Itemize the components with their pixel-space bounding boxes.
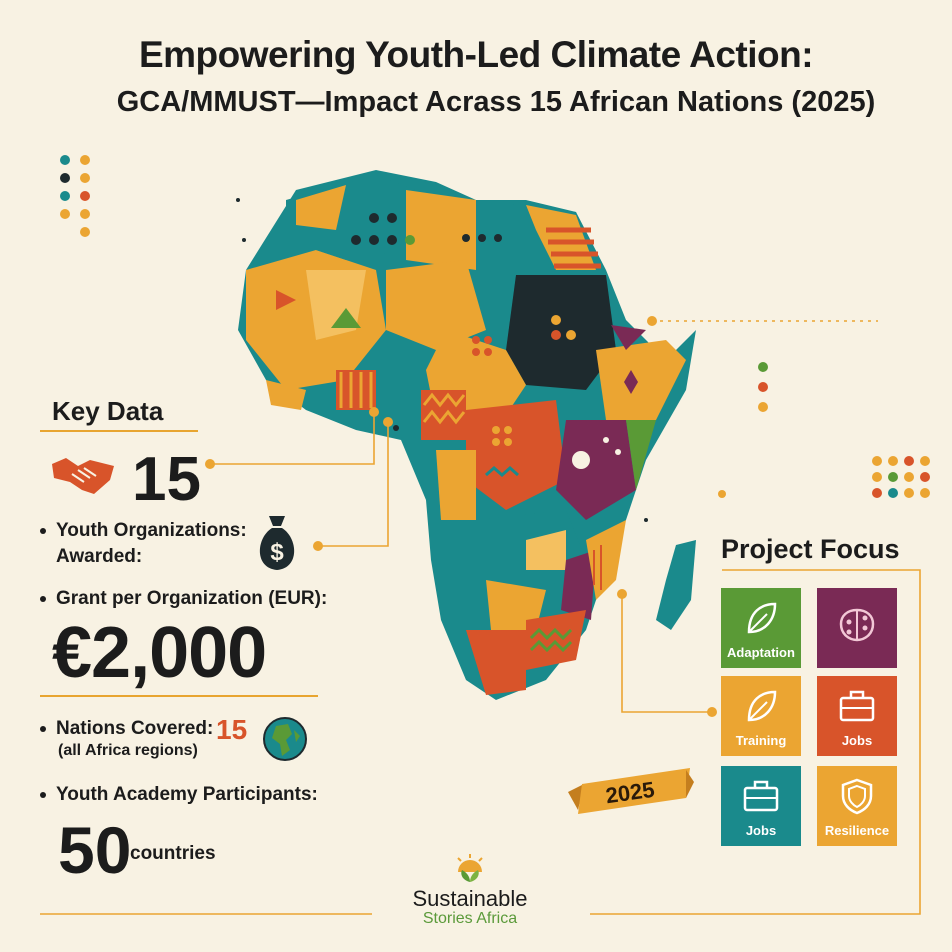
nations-sub: (all Africa regions) bbox=[58, 742, 198, 759]
brain-icon bbox=[839, 608, 875, 642]
page-subtitle: GCA/MMUST—Impact Acrass 15 African Natio… bbox=[116, 86, 876, 118]
grant-bullet: Grant per Organization (EUR): bbox=[40, 588, 327, 610]
focus-tile-jobs-2: Jobs bbox=[721, 766, 801, 846]
focus-tile-adaptation: Adaptation bbox=[721, 588, 801, 668]
youth-orgs-bullet: Youth Organizations: bbox=[40, 520, 247, 542]
page-title: Empowering Youth-Led Climate Action: bbox=[138, 34, 814, 75]
youth-orgs-count: 15 bbox=[132, 445, 201, 514]
decorative-dots-grid bbox=[872, 456, 936, 510]
academy-count: 50 bbox=[58, 813, 132, 887]
academy-bullet: Youth Academy Participants: bbox=[40, 784, 318, 806]
youth-orgs-label: Youth Organizations: bbox=[56, 520, 247, 541]
project-focus-heading: Project Focus bbox=[721, 534, 900, 564]
key-data-rule bbox=[40, 430, 198, 432]
focus-tile-label: Jobs bbox=[841, 733, 873, 748]
focus-tile-label: Adaptation bbox=[727, 645, 795, 660]
grant-rule bbox=[40, 695, 318, 697]
academy-label: Youth Academy Participants: bbox=[56, 784, 318, 805]
decorative-dots-right bbox=[758, 362, 772, 416]
grant-label: Grant per Organization (EUR): bbox=[56, 588, 328, 609]
year-ribbon: 2025 bbox=[568, 768, 694, 814]
logo: Sustainable Stories Africa bbox=[370, 852, 570, 932]
logo-line2: Stories Africa bbox=[422, 910, 518, 927]
logo-line1: Sustainable bbox=[412, 886, 528, 911]
key-data-heading: Key Data bbox=[52, 396, 164, 426]
focus-tile-resilience: Resilience bbox=[817, 766, 897, 846]
focus-tile-label: Resilience bbox=[824, 823, 890, 838]
money-bag-icon: $ bbox=[259, 516, 295, 570]
leaf-icon bbox=[747, 602, 777, 634]
focus-tile-training: Training bbox=[721, 676, 801, 756]
briefcase-icon bbox=[743, 780, 779, 812]
globe-icon bbox=[263, 717, 307, 761]
handshake-icon bbox=[52, 458, 114, 494]
africa-map-illustration bbox=[236, 170, 696, 700]
focus-tile-brain bbox=[817, 588, 897, 668]
academy-unit: countries bbox=[130, 843, 216, 864]
sun-leaf-icon bbox=[457, 854, 483, 882]
nations-label: Nations Covered: bbox=[56, 718, 214, 739]
briefcase-icon bbox=[839, 690, 875, 722]
focus-tile-label: Jobs bbox=[745, 823, 777, 838]
focus-tile-label: Training bbox=[735, 733, 787, 748]
svg-text:$: $ bbox=[270, 539, 284, 566]
nations-bullet: Nations Covered: bbox=[40, 718, 213, 740]
grant-value: €2,000 bbox=[52, 613, 267, 693]
focus-tile-jobs: Jobs bbox=[817, 676, 897, 756]
shield-icon bbox=[841, 778, 873, 815]
youth-orgs-awarded: Awarded: bbox=[56, 546, 143, 567]
leaf-icon bbox=[747, 690, 777, 722]
nations-count: 15 bbox=[216, 714, 248, 745]
decorative-dots-top-left bbox=[60, 155, 100, 245]
